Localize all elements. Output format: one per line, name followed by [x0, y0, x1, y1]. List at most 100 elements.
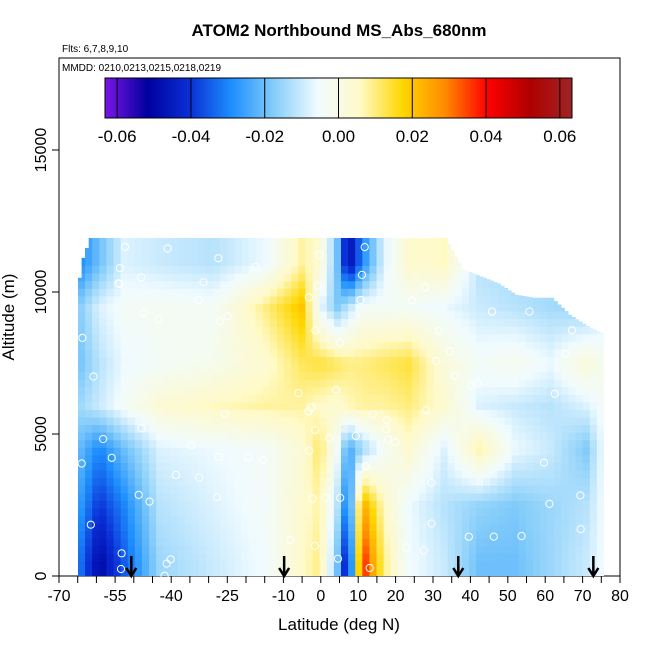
heatmap-cell: [220, 553, 228, 562]
heatmap-cell: [312, 257, 321, 267]
heatmap-cell: [277, 341, 285, 350]
heatmap-cell: [575, 356, 584, 365]
heatmap-cell: [106, 363, 115, 373]
heatmap-cell: [554, 424, 562, 433]
heatmap-cell: [262, 348, 271, 357]
heatmap-cell: [369, 492, 378, 501]
heatmap-cell: [476, 454, 484, 463]
heatmap-cell: [554, 409, 562, 418]
heatmap-cell: [419, 485, 427, 494]
heatmap-cell: [518, 348, 527, 357]
heatmap-cell: [205, 273, 214, 282]
heatmap-cell: [149, 242, 157, 251]
heatmap-cell: [298, 341, 307, 350]
heatmap-cell: [341, 303, 349, 312]
heatmap-cell: [127, 424, 136, 433]
heatmap-cell: [291, 401, 299, 410]
sample-marker: [357, 270, 367, 279]
heatmap-cell: [568, 265, 577, 274]
heatmap-cell: [362, 424, 371, 433]
heatmap-cell: [184, 295, 193, 304]
heatmap-cell: [589, 341, 598, 350]
heatmap-cell: [284, 447, 292, 456]
heatmap-cell: [298, 477, 307, 486]
heatmap-cell: [483, 371, 491, 380]
heatmap-cell: [440, 394, 449, 403]
heatmap-cell: [390, 530, 399, 539]
heatmap-cell: [269, 310, 278, 320]
heatmap-cell: [433, 485, 442, 494]
heatmap-cell: [134, 538, 143, 547]
heatmap-cell: [149, 432, 157, 441]
heatmap-cell: [390, 553, 399, 562]
heatmap-cell: [149, 469, 157, 479]
x-tick-label: -25: [216, 588, 239, 605]
heatmap-cell: [134, 424, 143, 433]
heatmap-cell: [483, 507, 491, 517]
heatmap-cell: [319, 265, 328, 274]
heatmap-cell: [205, 500, 214, 509]
heatmap-cell: [134, 386, 143, 395]
heatmap-cell: [554, 454, 562, 463]
heatmap-cell: [362, 250, 371, 259]
heatmap-cell: [383, 454, 392, 463]
heatmap-cell: [440, 356, 449, 365]
heatmap-cell: [134, 485, 143, 494]
heatmap-cell: [269, 242, 278, 251]
heatmap-cell: [369, 469, 378, 479]
heatmap-cell: [248, 492, 257, 501]
heatmap-cell: [134, 356, 143, 365]
heatmap-cell: [412, 530, 420, 539]
heatmap-cell: [341, 326, 349, 335]
heatmap-cell: [312, 492, 321, 501]
heatmap-cell: [497, 409, 506, 418]
heatmap-cell: [312, 560, 321, 570]
heatmap-cell: [205, 326, 214, 335]
heatmap-cell: [248, 257, 257, 267]
heatmap-cell: [540, 409, 548, 418]
heatmap-cell: [262, 462, 271, 471]
heatmap-cell: [476, 394, 484, 403]
heatmap-cell: [404, 409, 413, 418]
heatmap-cell: [376, 280, 385, 289]
heatmap-cell: [99, 318, 108, 327]
heatmap-cell: [134, 432, 143, 441]
heatmap-cell: [113, 265, 122, 274]
heatmap-cell: [561, 333, 570, 342]
heatmap-cell: [141, 462, 150, 471]
heatmap-cell: [461, 424, 470, 433]
heatmap-cell: [596, 454, 604, 463]
heatmap-cell: [241, 318, 250, 327]
heatmap-cell: [106, 257, 115, 267]
heatmap-cell: [433, 238, 442, 244]
heatmap-cell: [213, 545, 221, 554]
heatmap-cell: [390, 348, 399, 357]
heatmap-cell: [191, 363, 200, 373]
heatmap-cell: [262, 379, 271, 388]
heatmap-cell: [177, 356, 186, 365]
heatmap-cell: [383, 560, 392, 570]
heatmap-cell: [170, 303, 179, 312]
heatmap-cell: [170, 515, 179, 524]
heatmap-cell: [575, 348, 584, 357]
heatmap-cell: [85, 280, 93, 289]
heatmap-cell: [312, 447, 321, 456]
heatmap-cell: [504, 545, 513, 554]
heatmap-cell: [426, 538, 435, 547]
heatmap-cell: [419, 310, 427, 320]
heatmap-cell: [227, 356, 235, 365]
heatmap-cell: [291, 568, 299, 576]
heatmap-cell: [476, 386, 484, 395]
heatmap-cell: [198, 409, 207, 418]
heatmap-cell: [241, 371, 250, 380]
heatmap-cell: [447, 462, 456, 471]
heatmap-cell: [447, 242, 456, 251]
heatmap-cell: [262, 560, 271, 570]
heatmap-cell: [575, 492, 584, 501]
heatmap-cell: [355, 545, 363, 554]
heatmap-cell: [205, 280, 214, 289]
profile-arrow: [452, 556, 465, 579]
heatmap-cell: [383, 492, 392, 501]
heatmap-cell: [170, 439, 179, 448]
